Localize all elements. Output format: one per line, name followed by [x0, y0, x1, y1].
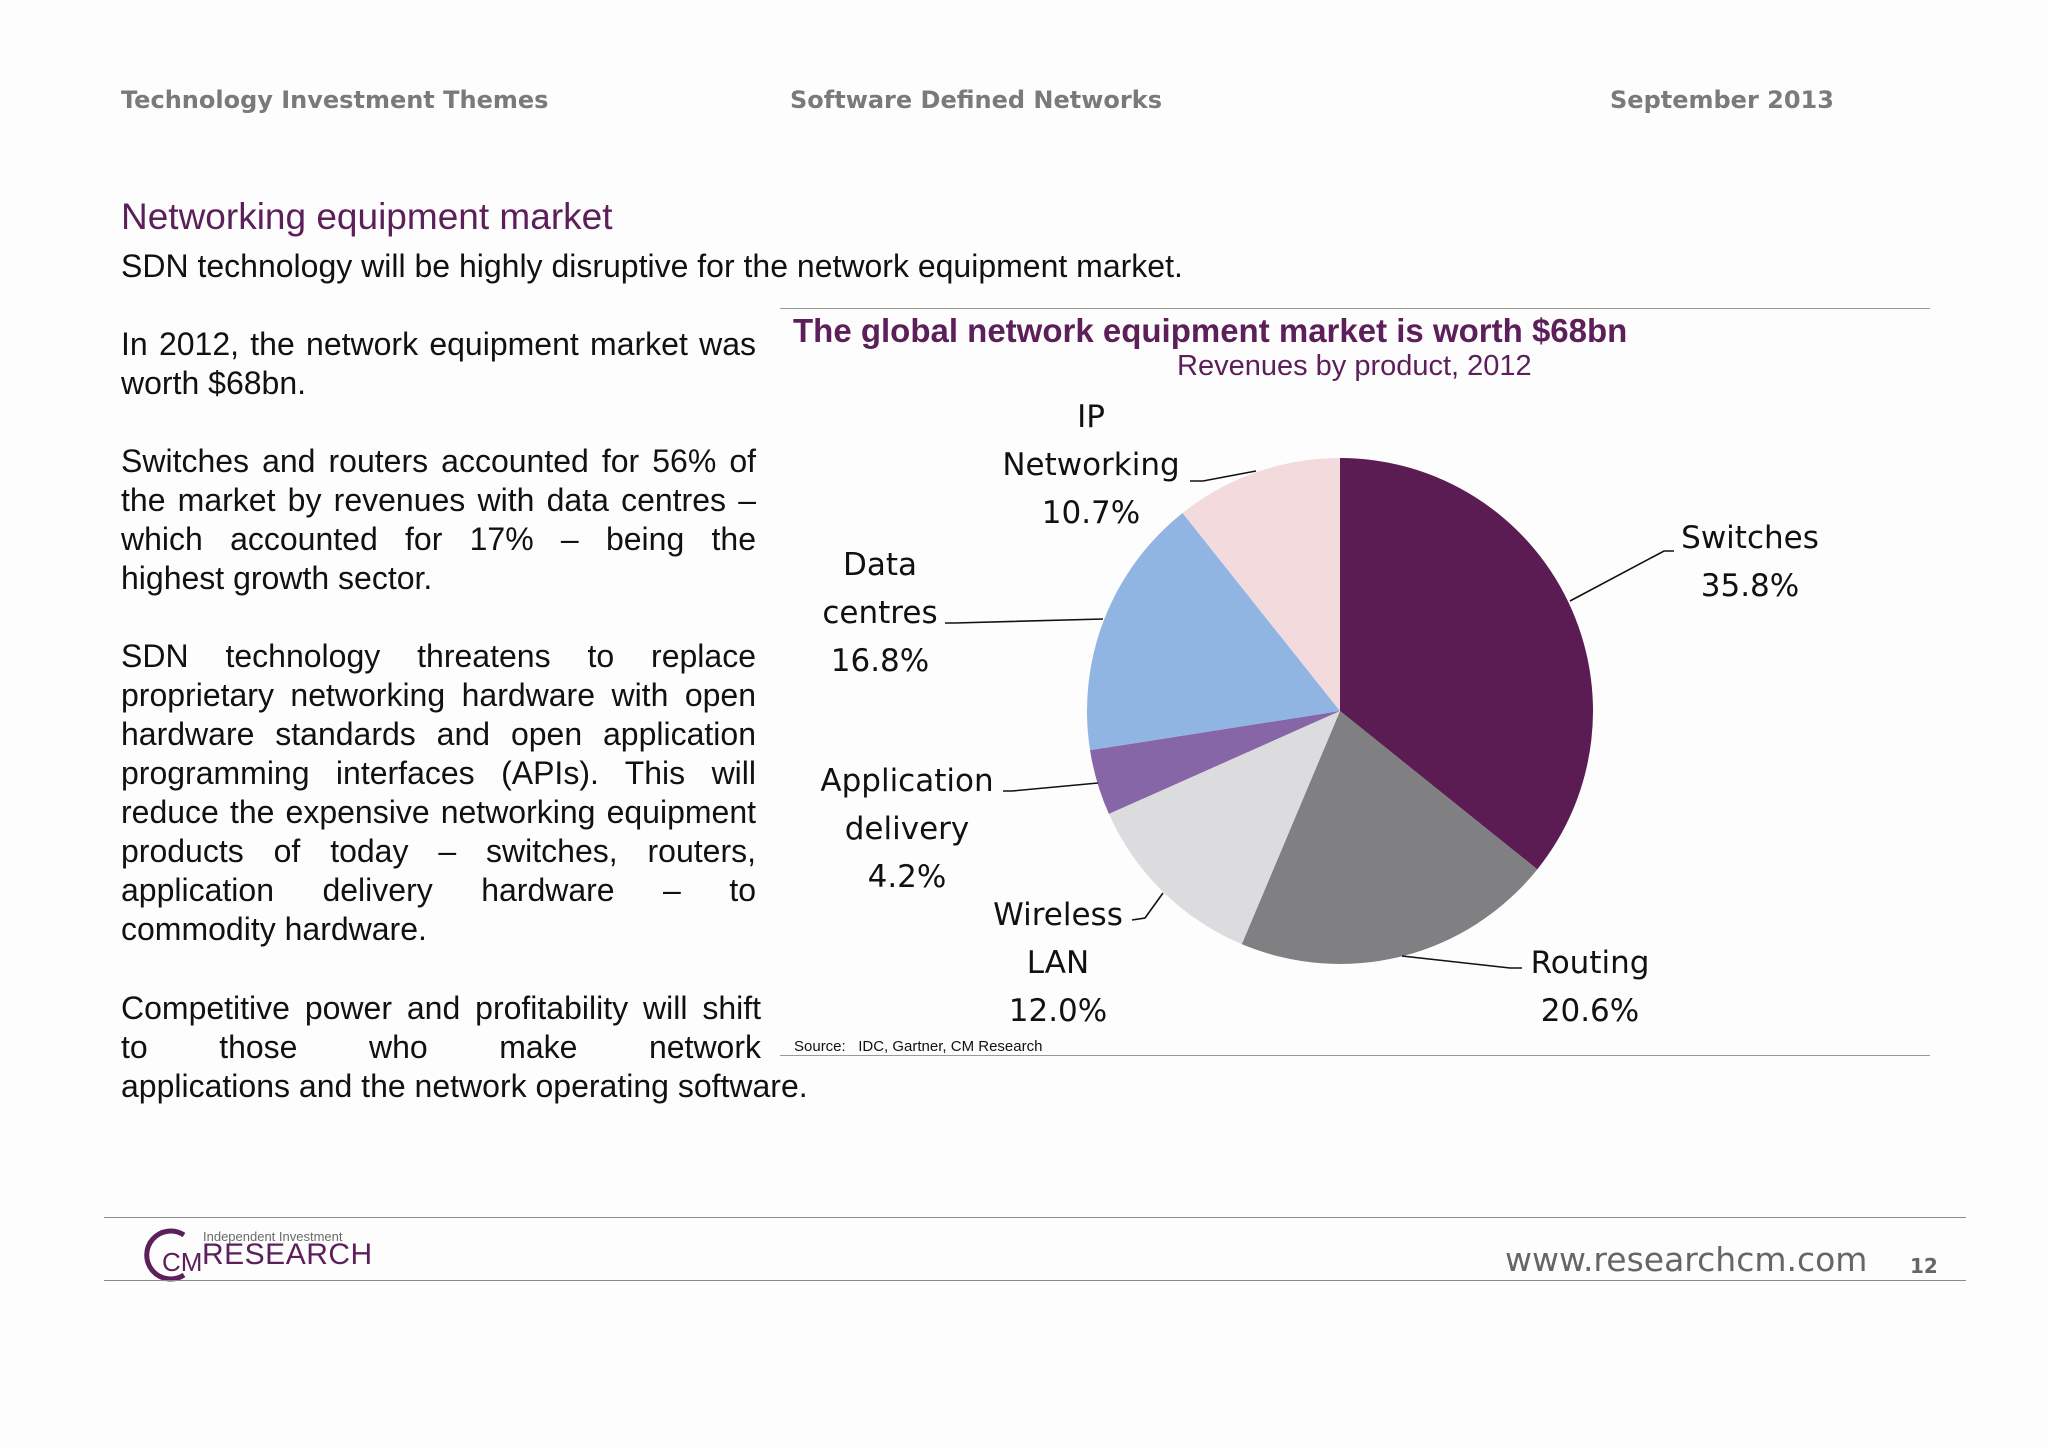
category-label-switches: Switches: [1681, 520, 1819, 556]
leader-line-data-centres: [945, 618, 1104, 624]
data-label-ip-networking: 10.7%: [1042, 495, 1140, 531]
pie-slice-data-centres: [1087, 512, 1340, 751]
data-label-application-delivery: 4.2%: [868, 859, 947, 895]
website-link[interactable]: www.researchcm.com: [1505, 1240, 1868, 1279]
paragraph-market-size: In 2012, the network equipment market wa…: [121, 326, 756, 401]
category-label-ip-networking: IP: [1077, 399, 1105, 435]
pie-slice-wireless-lan: [1108, 711, 1340, 945]
category-label-routing: Routing: [1531, 945, 1650, 981]
lead-sentence: SDN technology will be highly disruptive…: [121, 248, 1183, 284]
category-label-wireless-lan: Wireless: [993, 897, 1123, 933]
logo-tagline: Independent Investment: [203, 1229, 343, 1244]
chart-bottom-rule: [780, 1055, 1930, 1056]
source-label: Source:: [794, 1038, 846, 1055]
leader-line-routing: [1401, 955, 1522, 969]
category-label-application-delivery: delivery: [845, 811, 969, 847]
pie-slice-routing: [1241, 711, 1538, 965]
paragraph-competitive-power: Competitive power and profitability will…: [121, 989, 808, 1106]
paragraph-competitive-power-tail: applications and the network operating s…: [121, 1068, 808, 1104]
category-label-ip-networking: Networking: [1002, 447, 1179, 483]
category-label-application-delivery: Application: [820, 763, 993, 799]
leader-line-wireless-lan: [1131, 892, 1164, 921]
page-number: 12: [1910, 1254, 1938, 1278]
data-label-wireless-lan: 12.0%: [1009, 993, 1107, 1029]
category-label-data-centres: Data: [843, 547, 917, 583]
header-middle: Software Defined Networks: [790, 86, 1162, 114]
leader-line-ip-networking: [1190, 470, 1257, 482]
data-label-switches: 35.8%: [1701, 568, 1799, 604]
chart-title: The global network equipment market is w…: [793, 312, 1628, 349]
logo-letters: CM: [162, 1247, 202, 1277]
category-label-data-centres: centres: [822, 595, 937, 631]
pie-slice-application-delivery: [1090, 711, 1340, 814]
header-left: Technology Investment Themes: [121, 86, 549, 114]
source-text: IDC, Gartner, CM Research: [858, 1038, 1043, 1055]
pie-slice-ip-networking: [1182, 458, 1340, 711]
footer-bottom-rule: [104, 1280, 1966, 1281]
leader-line-switches: [1569, 550, 1674, 602]
logo-wordmark: RESEARCH: [202, 1238, 373, 1271]
chart-top-rule: [780, 308, 1930, 309]
data-label-data-centres: 16.8%: [831, 643, 929, 679]
pie-slice-switches: [1340, 458, 1594, 870]
chart-subtitle: Revenues by product, 2012: [1177, 350, 1532, 382]
leader-line-application-delivery: [1003, 782, 1099, 792]
paragraph-competitive-power-main: Competitive power and profitability will…: [121, 990, 761, 1065]
paragraph-switches-routers: Switches and routers accounted for 56% o…: [121, 443, 756, 596]
data-label-routing: 20.6%: [1541, 993, 1639, 1029]
header-right: September 2013: [1610, 86, 1834, 114]
paragraph-sdn-threat: SDN technology threatens to replace prop…: [121, 638, 756, 947]
section-title: Networking equipment market: [121, 196, 613, 237]
cm-logo-icon: CM: [144, 1228, 202, 1282]
chart-source: Source: IDC, Gartner, CM Research: [794, 1038, 1042, 1055]
footer-top-rule: [104, 1217, 1966, 1218]
category-label-wireless-lan: LAN: [1027, 945, 1089, 981]
